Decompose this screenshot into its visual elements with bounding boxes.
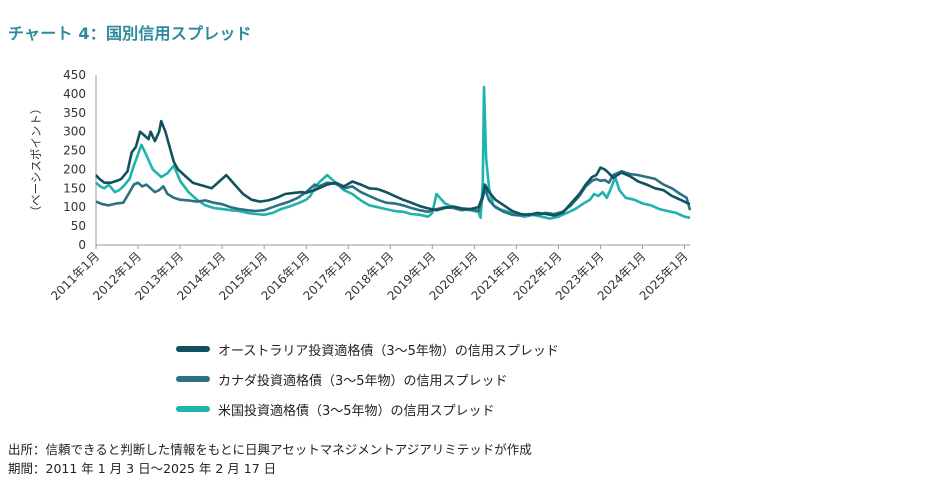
series-line-2 — [95, 85, 691, 220]
series-line-0 — [95, 119, 691, 217]
y-tick-label: 0 — [78, 238, 86, 252]
y-tick-label: 350 — [63, 106, 86, 120]
y-tick-label: 50 — [71, 219, 86, 233]
legend-label: 米国投資適格債（3〜5年物）の信用スプレッド — [218, 403, 495, 419]
legend-item-us: 米国投資適格債（3〜5年物）の信用スプレッド — [176, 394, 559, 424]
chart-title: チャート 4：国別信用スプレッド — [8, 24, 252, 43]
y-tick-label: 200 — [63, 162, 86, 176]
y-tick-label: 400 — [63, 87, 86, 101]
legend-item-australia: オーストラリア投資適格債（3〜5年物）の信用スプレッド — [176, 334, 559, 364]
series-lines — [95, 85, 692, 220]
y-tick-label: 250 — [63, 144, 86, 158]
legend-swatch — [176, 376, 210, 382]
series-line-1 — [95, 170, 692, 217]
legend-swatch — [176, 406, 210, 412]
line-chart: 0501001502002503003504004502011年1月2012年1… — [29, 68, 692, 303]
legend: オーストラリア投資適格債（3〜5年物）の信用スプレッド カナダ投資適格債（3〜5… — [176, 334, 559, 424]
y-tick-label: 300 — [63, 125, 86, 139]
footer: 出所：信頼できると判断した情報をもとに日興アセットマネジメントアジアリミテッドが… — [8, 440, 532, 478]
period-note: 期間：2011 年 1 月 3 日〜2025 年 2 月 17 日 — [8, 461, 277, 476]
legend-label: カナダ投資適格債（3〜5年物）の信用スプレッド — [218, 373, 508, 389]
legend-swatch — [176, 346, 210, 352]
y-tick-label: 150 — [63, 181, 86, 195]
y-tick-label: 450 — [63, 68, 86, 82]
legend-label: オーストラリア投資適格債（3〜5年物）の信用スプレッド — [218, 343, 559, 359]
y-axis-label: （ベーシスポイント） — [29, 103, 43, 218]
legend-item-canada: カナダ投資適格債（3〜5年物）の信用スプレッド — [176, 364, 559, 394]
source-note: 出所：信頼できると判断した情報をもとに日興アセットマネジメントアジアリミテッドが… — [8, 442, 532, 457]
y-tick-label: 100 — [63, 200, 86, 214]
